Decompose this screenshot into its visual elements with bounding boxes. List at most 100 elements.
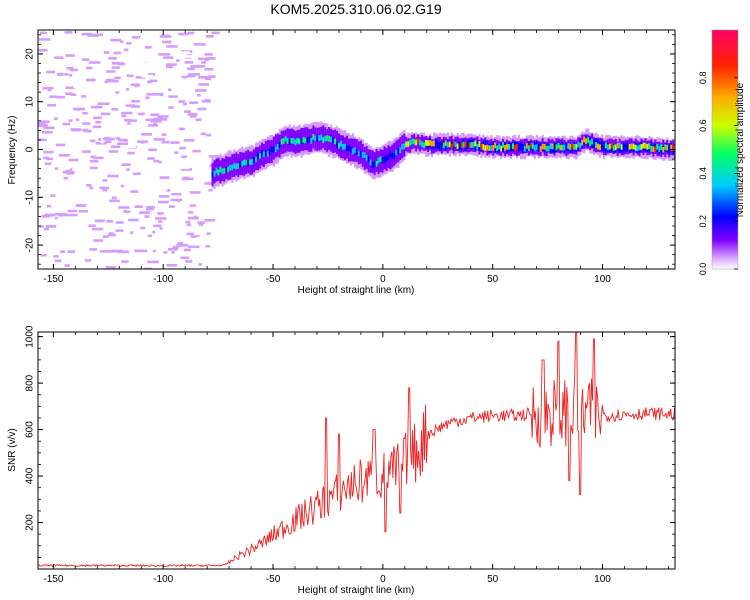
spectrogram-noise-cell (84, 259, 92, 262)
spectrogram-ridge-cell (583, 136, 586, 143)
spectrogram-noise-cell (195, 210, 207, 214)
spectrogram-noise-cell (106, 70, 116, 73)
spectrogram-ridge-cell (241, 160, 244, 167)
spectrogram-noise-cell (143, 172, 155, 175)
spectrogram-noise-cell (193, 240, 205, 244)
spectrogram-ridge-cell (379, 156, 382, 163)
spectrogram-ridge-cell (632, 143, 635, 150)
spectrogram-noise-cell (147, 260, 159, 264)
spectrogram-ridge-cell (342, 143, 345, 150)
spectrogram-noise-cell (183, 110, 191, 113)
spectrogram-noise-cell (130, 105, 141, 108)
spectrogram-ridge-cell (598, 144, 602, 151)
spectrogram-x-tick-label: 50 (487, 274, 499, 285)
spectrogram-noise-cell (87, 34, 99, 37)
spectrogram-ridge-cell (340, 140, 343, 147)
spectrogram-noise-cell (95, 120, 102, 124)
spectrogram-noise-cell (91, 175, 97, 179)
spectrogram-noise-cell (195, 118, 202, 122)
spectrogram-y-tick-label: -10 (25, 190, 36, 205)
spectrogram-noise-cell (181, 155, 187, 159)
spectrogram-noise-cell (176, 70, 181, 74)
spectrogram-noise-cell (165, 63, 177, 66)
spectrogram-noise-cell (54, 216, 58, 220)
spectrogram-ridge-cell (260, 150, 264, 156)
spectrogram-ridge-cell (227, 166, 230, 173)
spectrogram-ridge-cell (650, 145, 653, 152)
spectrogram-noise-cell (183, 139, 195, 142)
spectrogram-noise-cell (75, 118, 80, 122)
spectrogram-ridge-cell (513, 144, 517, 151)
spectrogram-ridge-cell (472, 141, 475, 148)
spectrogram-noise-cell (197, 94, 201, 97)
spectrogram-noise-cell (86, 184, 92, 187)
spectrogram-noise-cell (110, 38, 122, 42)
spectrogram-noise-cell (111, 196, 117, 200)
spectrogram-noise-cell (89, 139, 96, 143)
spectrogram-noise-cell (140, 57, 150, 61)
spectrogram-ridge-cell (448, 141, 451, 148)
spectrogram-noise-cell (159, 35, 172, 38)
spectrogram-ridge-cell (482, 144, 485, 150)
spectrogram-noise-cell (64, 31, 73, 34)
spectrogram-noise-cell (104, 80, 109, 84)
spectrogram-ridge-cell (640, 144, 643, 150)
spectrogram-ridge-cell (622, 144, 625, 153)
spectrogram-noise-cell (159, 195, 170, 198)
spectrogram-noise-cell (144, 59, 155, 63)
spectrogram-noise-cell (97, 172, 104, 175)
spectrogram-noise-cell (126, 168, 130, 171)
spectrogram-noise-cell (93, 239, 104, 242)
spectrogram-noise-cell (170, 141, 180, 144)
snr-y-tick-label: 1000 (25, 325, 36, 348)
spectrogram-noise-cell (73, 255, 85, 259)
spectrogram-noise-cell (161, 140, 170, 144)
spectrogram-noise-cell (40, 120, 50, 124)
spectrogram-y-tick-label: 10 (25, 96, 36, 108)
spectrogram-ridge-cell (405, 141, 408, 148)
spectrogram-noise-cell (205, 244, 211, 248)
spectrogram-noise-cell (201, 37, 206, 40)
spectrogram-ridge-cell (571, 143, 574, 149)
spectrogram-noise-cell (144, 215, 150, 218)
spectrogram-noise-cell (153, 159, 160, 163)
spectrogram-noise-cell (65, 86, 76, 90)
spectrogram-noise-cell (181, 75, 188, 79)
spectrogram-ridge-cell (642, 142, 645, 149)
spectrogram-ridge-cell (367, 156, 370, 162)
spectrogram-ridge-cell (215, 167, 218, 174)
spectrogram-noise-cell (139, 211, 150, 214)
colorbar-tick-label: 0.8 (698, 72, 708, 85)
snr-x-tick-label: -50 (266, 574, 281, 585)
spectrogram-ridge-cell (292, 138, 295, 144)
spectrogram-noise-cell (47, 103, 57, 107)
spectrogram-ridge-cell (332, 137, 335, 143)
spectrogram-ridge-cell (314, 135, 317, 142)
spectrogram-ridge-cell (543, 143, 546, 150)
spectrogram-noise-cell (107, 233, 116, 237)
spectrogram-ridge-cell (466, 141, 469, 147)
spectrogram-noise-cell (194, 89, 207, 92)
spectrogram-noise-cell (106, 219, 113, 223)
spectrogram-ridge-cell (225, 166, 228, 173)
spectrogram-ridge-cell (219, 166, 222, 173)
spectrogram-noise-cell (60, 104, 72, 108)
spectrogram-ridge-cell (365, 154, 368, 161)
spectrogram-noise-cell (130, 83, 140, 87)
spectrogram-ridge-cell (446, 141, 449, 148)
spectrogram-noise-cell (125, 88, 130, 91)
spectrogram-noise-cell (180, 256, 190, 260)
spectrogram-marks (38, 31, 675, 269)
spectrogram-noise-cell (102, 188, 107, 192)
spectrogram-noise-cell (126, 119, 137, 122)
spectrogram-noise-cell (54, 259, 62, 263)
spectrogram-noise-cell (75, 204, 87, 207)
spectrogram-noise-cell (135, 76, 146, 79)
spectrogram-ridge-cell (389, 151, 392, 158)
spectrogram-noise-cell (61, 241, 67, 244)
spectrogram-ridge-cell (492, 145, 495, 151)
spectrogram-ridge-cell (498, 143, 501, 150)
spectrogram-noise-cell (168, 205, 175, 208)
spectrogram-ridge-cell (343, 143, 347, 150)
spectrogram-noise-cell (64, 73, 69, 76)
